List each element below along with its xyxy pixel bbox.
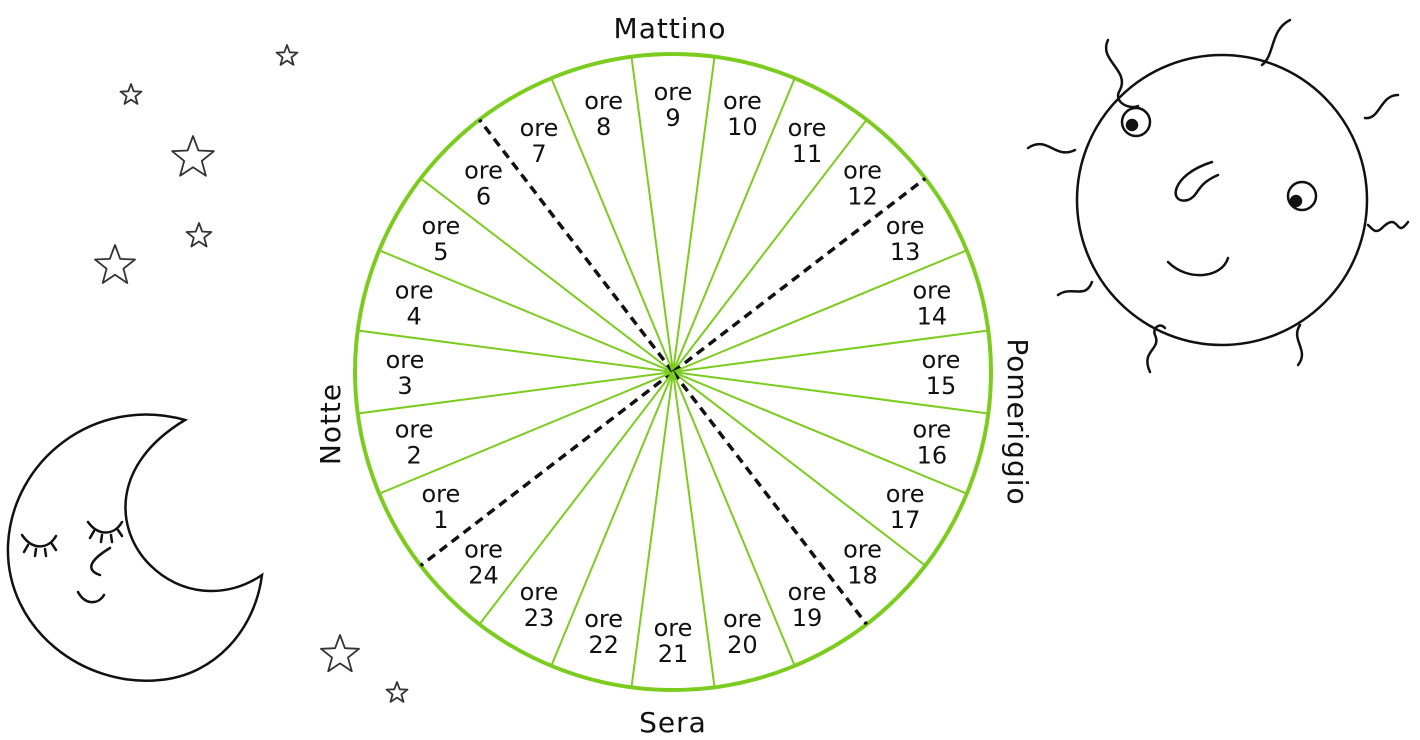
hour-label-23: ore 23: [520, 578, 559, 632]
hour-boundary-line: [672, 329, 989, 373]
hour-label-22: ore 22: [584, 605, 623, 659]
hour-boundary-line: [378, 249, 674, 373]
sleeping-moon-icon: [6, 413, 264, 682]
star-icon: [171, 135, 215, 177]
hour-boundary-line: [672, 371, 989, 415]
hour-label-20: ore 20: [723, 605, 762, 659]
hour-label-21: ore 21: [654, 614, 693, 668]
star-icon: [185, 222, 213, 248]
period-divider-line: [478, 118, 675, 374]
hour-label-7: ore 7: [520, 114, 559, 168]
hour-label-1: ore 1: [422, 480, 461, 534]
hour-boundary-line: [672, 371, 926, 567]
hour-label-18: ore 18: [843, 536, 882, 590]
hour-boundary-line: [672, 371, 968, 495]
hour-label-9: ore 9: [654, 78, 693, 132]
period-divider-line: [671, 177, 927, 374]
hour-label-19: ore 19: [788, 578, 827, 632]
star-icon: [385, 681, 409, 703]
hour-boundary-line: [630, 56, 674, 373]
hour-label-6: ore 6: [464, 156, 503, 210]
hour-boundary-line: [672, 249, 968, 373]
hour-label-8: ore 8: [584, 87, 623, 141]
hour-boundary-line: [378, 371, 674, 495]
period-divider-line: [671, 370, 868, 626]
label-mattino: Mattino: [614, 12, 727, 45]
hour-label-16: ore 16: [912, 415, 951, 469]
wheel-rim: [353, 52, 993, 692]
star-icon: [94, 244, 136, 284]
hour-boundary-line: [672, 77, 796, 373]
star-icon: [119, 83, 143, 105]
hour-boundary-line: [550, 371, 674, 667]
hour-boundary-line: [478, 371, 674, 625]
label-pomeriggio: Pomeriggio: [1001, 338, 1034, 505]
period-divider-line: [419, 370, 675, 567]
label-notte: Notte: [314, 383, 347, 465]
hour-label-2: ore 2: [395, 415, 434, 469]
hour-label-3: ore 3: [386, 346, 425, 400]
hour-boundary-line: [357, 329, 674, 373]
hour-label-15: ore 15: [922, 346, 961, 400]
hour-boundary-line: [672, 371, 796, 667]
hour-label-17: ore 17: [886, 480, 925, 534]
hour-label-12: ore 12: [843, 156, 882, 210]
label-sera: Sera: [639, 706, 707, 739]
star-icon: [320, 634, 360, 673]
hour-label-5: ore 5: [422, 212, 461, 266]
hour-label-11: ore 11: [788, 114, 827, 168]
hour-boundary-line: [672, 56, 716, 373]
sun-face-icon: [1026, 18, 1410, 374]
hour-label-10: ore 10: [723, 87, 762, 141]
stars-group: [94, 44, 409, 703]
hour-boundary-line: [672, 371, 716, 688]
hour-label-4: ore 4: [395, 277, 434, 331]
hour-boundary-line: [550, 77, 674, 373]
hour-label-24: ore 24: [464, 536, 503, 590]
hour-boundary-line: [420, 177, 674, 373]
hour-boundary-line: [357, 371, 674, 415]
hour-label-13: ore 13: [886, 212, 925, 266]
hour-boundary-line: [630, 371, 674, 688]
star-icon: [275, 44, 299, 66]
hour-label-14: ore 14: [912, 277, 951, 331]
hour-boundary-line: [672, 119, 868, 373]
